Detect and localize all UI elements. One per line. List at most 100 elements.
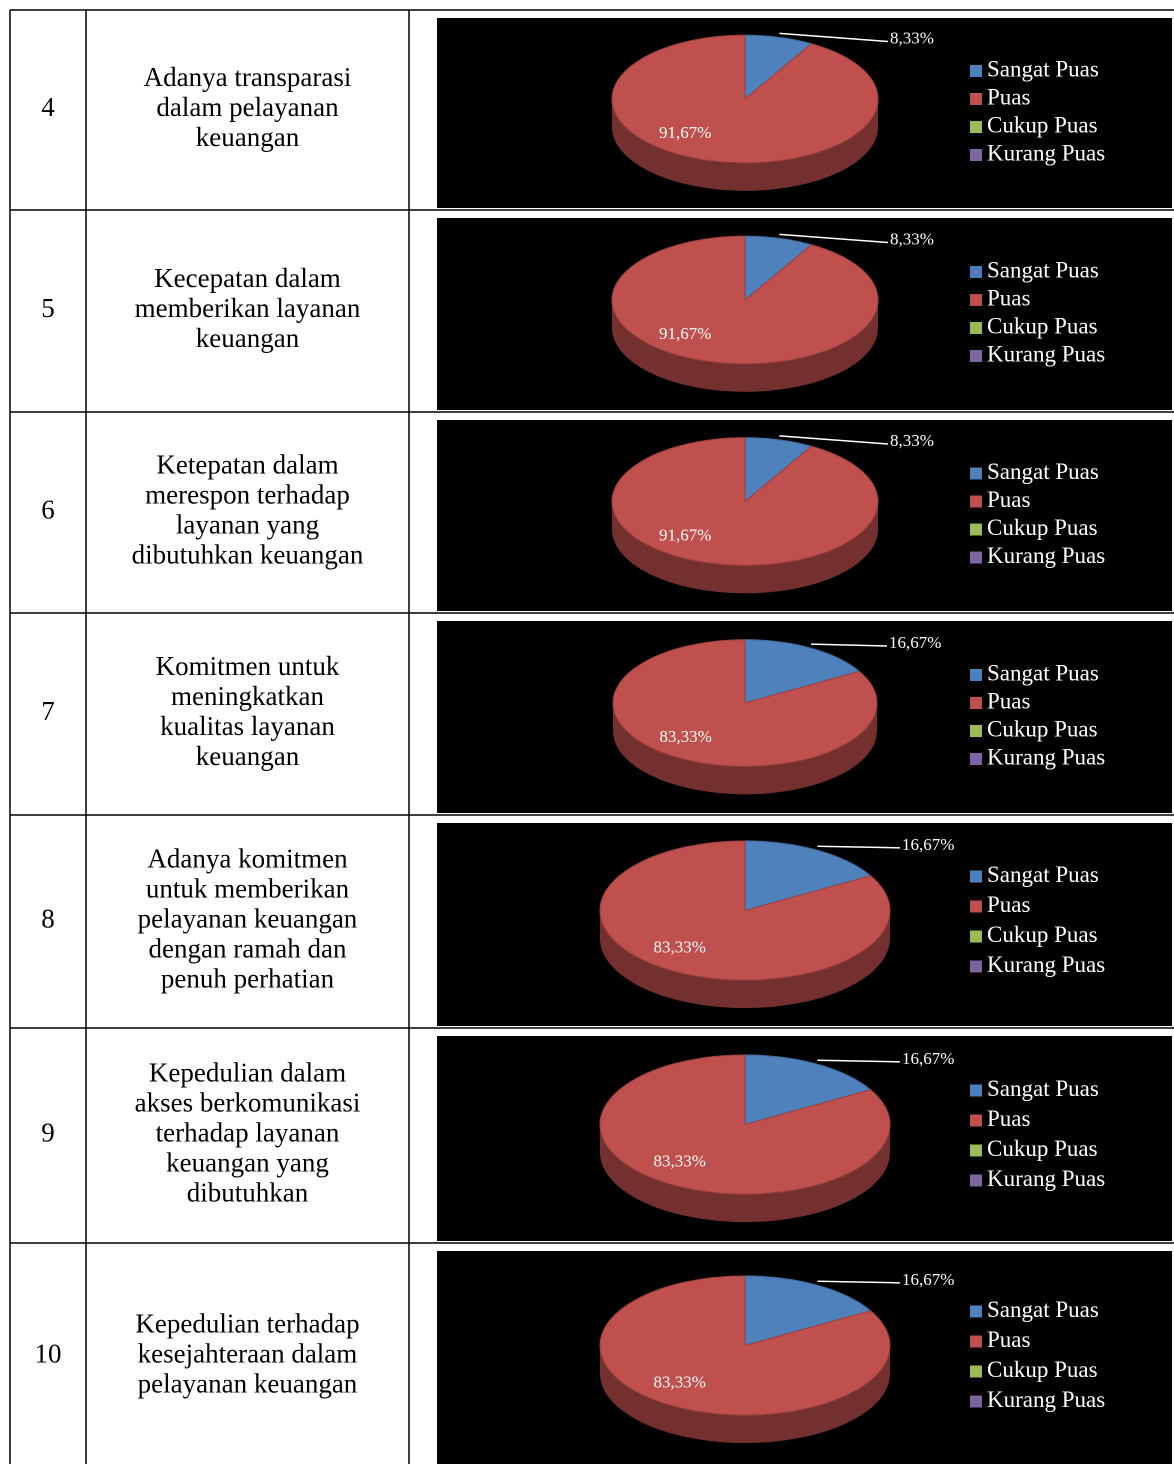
pie-slice <box>611 235 879 365</box>
row-label: kualitas layanan <box>160 711 335 741</box>
legend-label: Sangat Puas <box>987 257 1099 282</box>
leader-line <box>817 1059 901 1063</box>
row-number: 9 <box>41 1118 55 1148</box>
leader-line <box>779 435 889 445</box>
row-label: keuangan <box>196 323 300 353</box>
row-label: keuangan <box>196 122 300 152</box>
legend-label: Puas <box>987 1106 1031 1131</box>
data-label: 83,33% <box>654 1152 706 1171</box>
legend-swatch <box>970 467 982 480</box>
legend-swatch <box>970 1084 982 1097</box>
pie-side <box>612 501 878 594</box>
row-label: untuk memberikan <box>146 874 350 904</box>
leader-line <box>779 233 889 244</box>
row-label: keuangan <box>196 741 300 771</box>
legend-label: Cukup Puas <box>987 922 1098 947</box>
leader-line <box>779 32 889 43</box>
legend-label: Sangat Puas <box>987 1297 1099 1322</box>
pie-side <box>613 703 877 795</box>
legend-swatch <box>970 495 982 508</box>
legend-swatch <box>970 753 982 765</box>
legend-label: Puas <box>987 688 1031 713</box>
legend-swatch <box>970 65 982 77</box>
row-label: merespon terhadap <box>145 480 350 510</box>
legend-swatch <box>970 1114 982 1127</box>
legend-label: Puas <box>987 487 1031 512</box>
data-label: 83,33% <box>654 1373 706 1392</box>
data-label: 16,67% <box>902 1270 954 1289</box>
legend-swatch <box>970 523 982 536</box>
pie-side <box>600 1124 890 1223</box>
legend-label: Puas <box>987 892 1031 917</box>
row-label: dibutuhkan <box>187 1178 309 1208</box>
legend-label: Puas <box>987 1327 1031 1352</box>
leader-line <box>810 643 888 647</box>
row-label: meningkatkan <box>171 681 324 711</box>
row-label: kesejahteraan dalam <box>138 1339 358 1369</box>
row-label: Ketepatan dalam <box>156 450 338 480</box>
legend-label: Sangat Puas <box>987 1076 1099 1101</box>
leader-line <box>817 845 901 849</box>
row-label: terhadap layanan <box>156 1118 340 1148</box>
legend-swatch <box>970 870 982 883</box>
legend-label: Sangat Puas <box>987 660 1099 685</box>
row-number: 10 <box>35 1339 62 1369</box>
legend-label: Cukup Puas <box>987 112 1098 137</box>
legend-swatch <box>970 322 982 334</box>
row-label: penuh perhatian <box>161 964 335 994</box>
legend-label: Kurang Puas <box>987 341 1105 366</box>
pie-slice <box>599 1054 891 1195</box>
row-number: 5 <box>41 293 55 323</box>
data-label: 91,67% <box>659 526 711 545</box>
row-number: 7 <box>41 696 55 726</box>
pie-side <box>600 910 890 1009</box>
row-number: 6 <box>41 495 55 525</box>
legend-label: Cukup Puas <box>987 716 1098 741</box>
data-label: 91,67% <box>659 123 711 142</box>
legend-label: Cukup Puas <box>987 313 1098 338</box>
legend-label: Puas <box>987 285 1031 310</box>
data-label: 8,33% <box>890 229 934 248</box>
pie-slice <box>612 639 878 767</box>
legend-label: Kurang Puas <box>987 744 1105 769</box>
legend-swatch <box>970 1174 982 1187</box>
legend-label: Sangat Puas <box>987 862 1099 887</box>
legend-label: Cukup Puas <box>987 1136 1098 1161</box>
legend-label: Kurang Puas <box>987 952 1105 977</box>
legend-swatch <box>970 960 982 973</box>
legend-label: Puas <box>987 84 1031 109</box>
legend-swatch <box>970 266 982 278</box>
legend-label: Sangat Puas <box>987 459 1099 484</box>
row-label: Kepedulian dalam <box>149 1058 346 1088</box>
legend-swatch <box>970 1144 982 1157</box>
pie-side <box>612 99 878 191</box>
legend-swatch <box>970 669 982 681</box>
legend-swatch <box>970 121 982 133</box>
legend-swatch <box>970 149 982 161</box>
legend-swatch <box>970 1335 982 1348</box>
data-label: 8,33% <box>890 28 934 47</box>
leader-line <box>817 1280 901 1284</box>
data-label: 16,67% <box>902 1049 954 1068</box>
row-label: dalam pelayanan <box>156 92 339 122</box>
row-label: Adanya komitmen <box>147 844 348 874</box>
pie-slice <box>611 437 879 566</box>
pie-side <box>612 300 878 392</box>
legend-label: Kurang Puas <box>987 140 1105 165</box>
legend-label: Kurang Puas <box>987 1387 1105 1412</box>
row-label: dibutuhkan keuangan <box>132 540 364 570</box>
legend-swatch <box>970 551 982 564</box>
row-label: Komitmen untuk <box>156 651 340 681</box>
data-label: 16,67% <box>902 835 954 854</box>
row-label: akses berkomunikasi <box>135 1088 361 1118</box>
row-number: 8 <box>41 904 55 934</box>
pie-slice <box>744 1275 872 1347</box>
row-label: layanan yang <box>176 510 319 540</box>
legend-swatch <box>970 1365 982 1378</box>
legend-swatch <box>970 294 982 306</box>
legend-label: Cukup Puas <box>987 515 1098 540</box>
row-number: 4 <box>41 92 55 122</box>
pie-slice <box>599 840 891 981</box>
